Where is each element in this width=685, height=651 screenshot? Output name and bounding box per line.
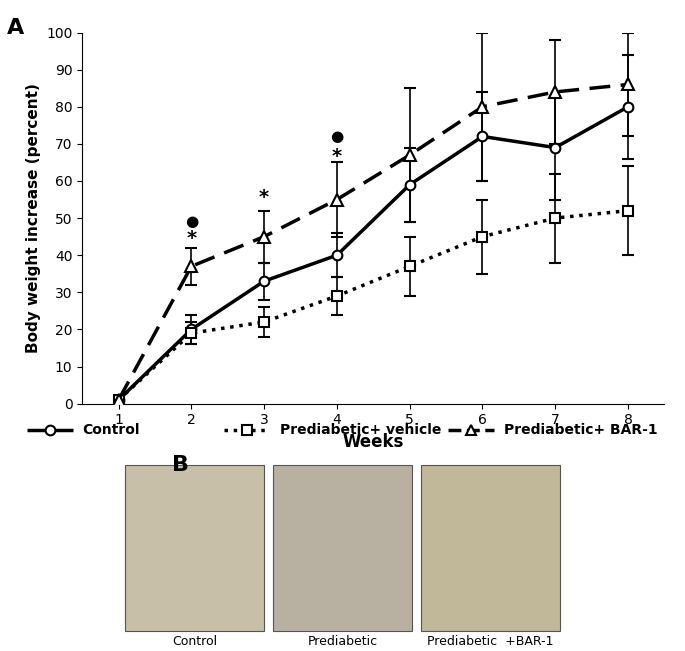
Text: *: * <box>332 147 342 166</box>
X-axis label: Weeks: Weeks <box>342 433 404 451</box>
Text: Prediabetic: Prediabetic <box>308 635 377 648</box>
Y-axis label: Body weight increase (percent): Body weight increase (percent) <box>25 83 40 353</box>
Text: Prediabetic+ BAR-1: Prediabetic+ BAR-1 <box>503 422 657 437</box>
Text: ●: ● <box>185 214 198 229</box>
Text: *: * <box>259 188 269 207</box>
Text: A: A <box>7 18 24 38</box>
Text: Prediabetic+ vehicle: Prediabetic+ vehicle <box>280 422 441 437</box>
FancyBboxPatch shape <box>125 465 264 631</box>
Text: *: * <box>186 229 197 248</box>
Text: B: B <box>171 455 188 475</box>
Text: Control: Control <box>172 635 217 648</box>
FancyBboxPatch shape <box>421 465 560 631</box>
Text: Control: Control <box>83 422 140 437</box>
Text: ●: ● <box>330 129 344 144</box>
FancyBboxPatch shape <box>273 465 412 631</box>
Text: Prediabetic  +BAR-1: Prediabetic +BAR-1 <box>427 635 553 648</box>
